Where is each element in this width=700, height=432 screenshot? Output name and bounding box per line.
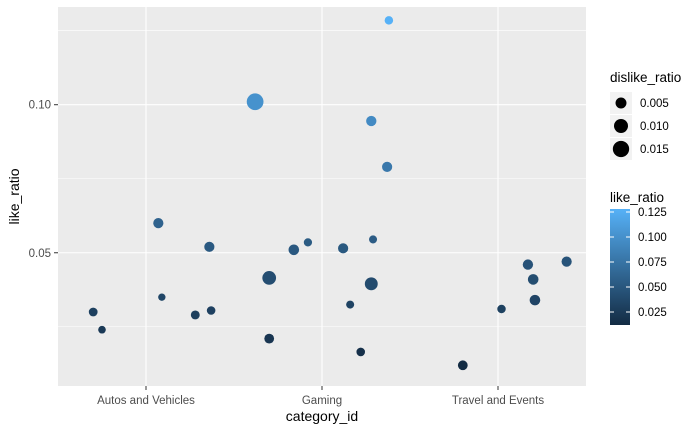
color-legend-label: 0.075 bbox=[638, 257, 667, 269]
data-point bbox=[384, 16, 394, 25]
data-point bbox=[262, 271, 277, 285]
color-legend-title: like_ratio bbox=[610, 190, 664, 205]
colorbar bbox=[610, 209, 630, 325]
data-points bbox=[88, 16, 572, 371]
data-point bbox=[303, 238, 313, 247]
data-point bbox=[561, 256, 572, 267]
major-gridlines bbox=[58, 7, 586, 386]
data-point bbox=[382, 161, 393, 172]
size-legend-title: dislike_ratio bbox=[610, 70, 681, 85]
data-point bbox=[153, 218, 164, 229]
x-tick-label: Gaming bbox=[302, 395, 342, 407]
data-point bbox=[527, 274, 539, 285]
data-point bbox=[346, 300, 355, 309]
data-point bbox=[246, 93, 264, 111]
data-point bbox=[264, 333, 275, 344]
size-legend-dot bbox=[614, 119, 628, 133]
data-point bbox=[522, 259, 534, 270]
data-point bbox=[497, 304, 506, 314]
color-legend-label: 0.125 bbox=[638, 207, 667, 219]
data-point bbox=[356, 347, 366, 357]
y-axis-ticks: 0.05 0.10 bbox=[29, 100, 58, 260]
size-legend-label: 0.005 bbox=[640, 98, 669, 110]
size-legend-dot bbox=[612, 140, 630, 158]
y-tick-label: 0.10 bbox=[29, 100, 51, 112]
data-point bbox=[98, 325, 106, 334]
data-point bbox=[364, 277, 378, 291]
data-point bbox=[288, 244, 300, 256]
data-point bbox=[338, 243, 349, 254]
size-legend-label: 0.010 bbox=[640, 121, 669, 133]
color-legend-label: 0.050 bbox=[638, 282, 667, 294]
data-point bbox=[204, 241, 215, 252]
data-point bbox=[366, 115, 377, 127]
data-point bbox=[158, 293, 166, 301]
color-legend-label: 0.100 bbox=[638, 232, 667, 244]
x-tick-label: Travel and Events bbox=[452, 395, 545, 407]
data-point bbox=[190, 310, 200, 320]
data-point bbox=[529, 294, 541, 306]
x-axis-ticks: Autos and Vehicles Gaming Travel and Event… bbox=[97, 386, 544, 407]
data-point bbox=[457, 360, 468, 371]
data-point bbox=[206, 306, 216, 315]
color-legend-label: 0.025 bbox=[638, 307, 667, 319]
data-point bbox=[88, 307, 98, 317]
size-legend-label: 0.015 bbox=[640, 144, 669, 156]
x-tick-label: Autos and Vehicles bbox=[97, 395, 195, 407]
data-point bbox=[369, 235, 378, 244]
size-legend: dislike_ratio 0.005 0.010 0.015 bbox=[610, 70, 681, 160]
y-axis-title: like_ratio bbox=[6, 168, 22, 224]
size-legend-dot bbox=[615, 97, 627, 109]
y-tick-label: 0.05 bbox=[29, 248, 51, 260]
color-legend: like_ratio 0.025 0.050 0.075 0.100 0.125 bbox=[610, 190, 667, 325]
x-axis-title: category_id bbox=[286, 408, 358, 424]
